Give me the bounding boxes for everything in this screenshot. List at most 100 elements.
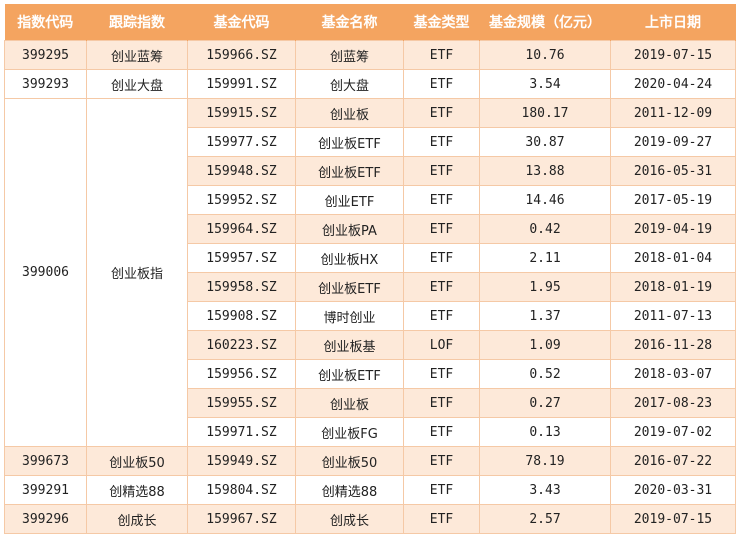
fund-code-cell: 159964.SZ bbox=[187, 214, 296, 244]
fund-name-cell: 创业板ETF bbox=[295, 272, 404, 302]
fund-name-cell: 创业板HX bbox=[295, 243, 404, 273]
fund-size-cell: 10.76 bbox=[479, 40, 611, 70]
fund-code-cell: 159966.SZ bbox=[187, 40, 296, 70]
header-listing-date: 上市日期 bbox=[610, 4, 736, 41]
fund-code-cell: 159955.SZ bbox=[187, 388, 296, 418]
fund-name-cell: 创业板ETF bbox=[295, 156, 404, 186]
listing-date-cell: 2017-08-23 bbox=[610, 388, 736, 418]
index-code-cell: 399295 bbox=[4, 40, 87, 70]
fund-code-cell: 159971.SZ bbox=[187, 417, 296, 447]
table-row: 159948.SZ 创业板ETF ETF 13.88 2016-05-31 bbox=[5, 156, 736, 186]
table-row: 399291 创精选88 159804.SZ 创精选88 ETF 3.43 2020-03-… bbox=[4, 475, 736, 505]
fund-size-cell: 0.27 bbox=[479, 388, 611, 418]
table-row: 159952.SZ 创业ETF ETF 14.46 2017-05-19 bbox=[5, 185, 736, 215]
table-row: 160223.SZ 创业板基 LOF 1.09 2016-11-28 bbox=[5, 330, 736, 360]
table-row: 159977.SZ 创业板ETF ETF 30.87 2019-09-27 bbox=[5, 127, 736, 157]
fund-size-cell: 2.11 bbox=[479, 243, 611, 273]
fund-code-cell: 159957.SZ bbox=[187, 243, 296, 273]
fund-type-cell: ETF bbox=[403, 156, 480, 186]
header-track-index: 跟踪指数 bbox=[86, 4, 188, 41]
listing-date-cell: 2016-07-22 bbox=[610, 446, 736, 476]
fund-name-cell: 博时创业 bbox=[295, 301, 404, 331]
fund-type-cell: ETF bbox=[403, 214, 480, 244]
fund-code-cell: 159804.SZ bbox=[187, 475, 296, 505]
fund-name-cell: 创业板 bbox=[295, 98, 404, 128]
fund-size-cell: 0.13 bbox=[479, 417, 611, 447]
header-fund-size: 基金规模（亿元） bbox=[479, 4, 611, 41]
fund-code-cell: 159977.SZ bbox=[187, 127, 296, 157]
index-code-cell: 399006 bbox=[4, 98, 87, 447]
fund-code-cell: 159908.SZ bbox=[187, 301, 296, 331]
index-code-cell: 399296 bbox=[4, 504, 87, 534]
fund-size-cell: 78.19 bbox=[479, 446, 611, 476]
fund-size-cell: 1.09 bbox=[479, 330, 611, 360]
listing-date-cell: 2018-03-07 bbox=[610, 359, 736, 389]
table-row: 159964.SZ 创业板PA ETF 0.42 2019-04-19 bbox=[5, 214, 736, 244]
fund-code-cell: 159956.SZ bbox=[187, 359, 296, 389]
listing-date-cell: 2019-07-15 bbox=[610, 40, 736, 70]
listing-date-cell: 2020-04-24 bbox=[610, 69, 736, 99]
table-body: 399295 创业蓝筹 159966.SZ 创蓝筹 ETF 10.76 2019-07-15… bbox=[4, 40, 736, 534]
listing-date-cell: 2019-07-15 bbox=[610, 504, 736, 534]
fund-type-cell: ETF bbox=[403, 475, 480, 505]
fund-size-cell: 14.46 bbox=[479, 185, 611, 215]
fund-name-cell: 创业板基 bbox=[295, 330, 404, 360]
table-row: 159955.SZ 创业板 ETF 0.27 2017-08-23 bbox=[5, 388, 736, 418]
fund-name-cell: 创业板50 bbox=[295, 446, 404, 476]
fund-name-cell: 创业板PA bbox=[295, 214, 404, 244]
fund-type-cell: ETF bbox=[403, 301, 480, 331]
table-row: 399293 创业大盘 159991.SZ 创大盘 ETF 3.54 2020-04-24 bbox=[4, 69, 736, 99]
track-index-cell: 创精选88 bbox=[86, 475, 188, 505]
index-code-cell: 399673 bbox=[4, 446, 87, 476]
listing-date-cell: 2011-12-09 bbox=[610, 98, 736, 128]
header-fund-type: 基金类型 bbox=[403, 4, 480, 41]
fund-size-cell: 1.37 bbox=[479, 301, 611, 331]
fund-type-cell: ETF bbox=[403, 504, 480, 534]
fund-size-cell: 2.57 bbox=[479, 504, 611, 534]
fund-code-cell: 159991.SZ bbox=[187, 69, 296, 99]
track-index-cell: 创业大盘 bbox=[86, 69, 188, 99]
fund-size-cell: 0.42 bbox=[479, 214, 611, 244]
listing-date-cell: 2016-05-31 bbox=[610, 156, 736, 186]
fund-size-cell: 13.88 bbox=[479, 156, 611, 186]
table-row: 399296 创成长 159967.SZ 创成长 ETF 2.57 2019-07-15 bbox=[4, 504, 736, 534]
listing-date-cell: 2019-07-02 bbox=[610, 417, 736, 447]
listing-date-cell: 2011-07-13 bbox=[610, 301, 736, 331]
fund-type-cell: ETF bbox=[403, 388, 480, 418]
listing-date-cell: 2019-04-19 bbox=[610, 214, 736, 244]
table-row: 159971.SZ 创业板FG ETF 0.13 2019-07-02 bbox=[5, 417, 736, 447]
fund-name-cell: 创业板ETF bbox=[295, 127, 404, 157]
fund-code-cell: 159958.SZ bbox=[187, 272, 296, 302]
table-row: 159958.SZ 创业板ETF ETF 1.95 2018-01-19 bbox=[5, 272, 736, 302]
fund-name-cell: 创精选88 bbox=[295, 475, 404, 505]
table-row: 159957.SZ 创业板HX ETF 2.11 2018-01-04 bbox=[5, 243, 736, 273]
fund-name-cell: 创业板FG bbox=[295, 417, 404, 447]
track-index-cell: 创成长 bbox=[86, 504, 188, 534]
fund-name-cell: 创业板 bbox=[295, 388, 404, 418]
track-index-cell: 创业板指 bbox=[86, 98, 188, 447]
index-code-cell: 399293 bbox=[4, 69, 87, 99]
fund-code-cell: 159948.SZ bbox=[187, 156, 296, 186]
fund-type-cell: ETF bbox=[403, 446, 480, 476]
fund-code-cell: 160223.SZ bbox=[187, 330, 296, 360]
listing-date-cell: 2018-01-04 bbox=[610, 243, 736, 273]
fund-type-cell: LOF bbox=[403, 330, 480, 360]
fund-name-cell: 创业板ETF bbox=[295, 359, 404, 389]
fund-size-cell: 30.87 bbox=[479, 127, 611, 157]
fund-type-cell: ETF bbox=[403, 127, 480, 157]
fund-name-cell: 创蓝筹 bbox=[295, 40, 404, 70]
fund-size-cell: 3.43 bbox=[479, 475, 611, 505]
listing-date-cell: 2019-09-27 bbox=[610, 127, 736, 157]
table-row: 399295 创业蓝筹 159966.SZ 创蓝筹 ETF 10.76 2019-07-15 bbox=[4, 40, 736, 70]
fund-type-cell: ETF bbox=[403, 69, 480, 99]
table-row: 399006 创业板指 159915.SZ 创业板 ETF 180.17 2011-12-0… bbox=[4, 98, 736, 447]
fund-size-cell: 180.17 bbox=[479, 98, 611, 128]
listing-date-cell: 2020-03-31 bbox=[610, 475, 736, 505]
header-row: 指数代码 跟踪指数 基金代码 基金名称 基金类型 基金规模（亿元） 上市日期 bbox=[4, 4, 736, 41]
fund-size-cell: 3.54 bbox=[479, 69, 611, 99]
fund-type-cell: ETF bbox=[403, 417, 480, 447]
fund-type-cell: ETF bbox=[403, 272, 480, 302]
fund-type-cell: ETF bbox=[403, 98, 480, 128]
fund-size-cell: 0.52 bbox=[479, 359, 611, 389]
fund-type-cell: ETF bbox=[403, 359, 480, 389]
